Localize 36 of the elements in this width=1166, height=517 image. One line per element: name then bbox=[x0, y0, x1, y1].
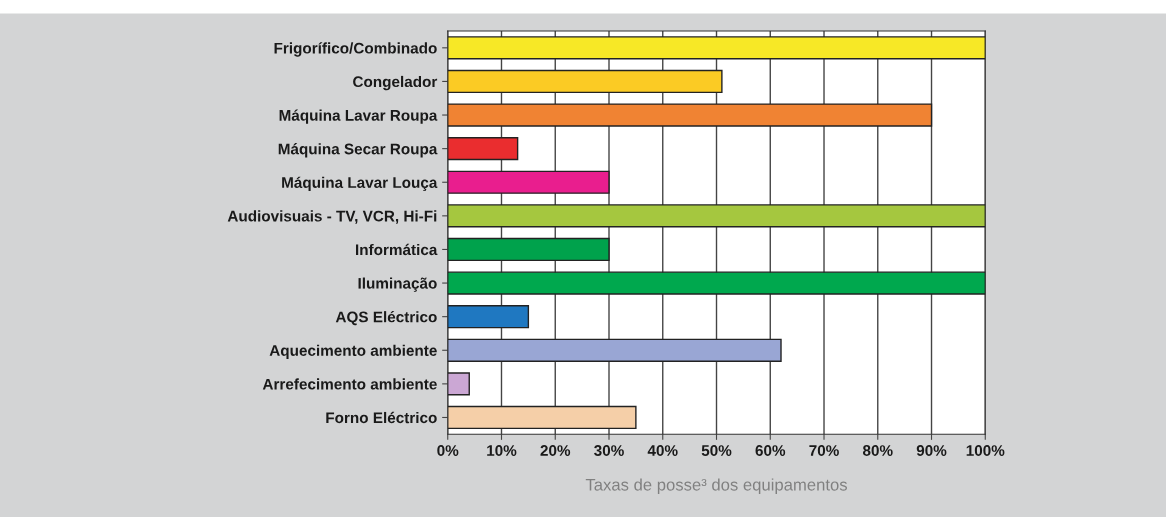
x-tick-label: 40% bbox=[647, 445, 678, 456]
y-tick-label: Máquina Lavar Louça bbox=[282, 176, 438, 192]
x-tick-label: 100% bbox=[966, 445, 1005, 456]
bar bbox=[447, 372, 470, 396]
x-tick-label: 80% bbox=[862, 445, 893, 456]
bar bbox=[447, 69, 723, 94]
bar bbox=[447, 36, 986, 60]
y-tick-label: Máquina Lavar Roupa bbox=[279, 109, 438, 124]
y-tick-label: Informática bbox=[356, 243, 438, 256]
x-tick-label: 10% bbox=[487, 445, 517, 456]
y-tick-label: Congelador bbox=[353, 75, 438, 91]
x-tick-label: 90% bbox=[916, 445, 947, 456]
x-tick-label: 70% bbox=[809, 445, 839, 456]
y-tick-label: Forno Eléctrico bbox=[326, 411, 437, 424]
bar bbox=[447, 237, 610, 262]
x-tick-label: 0% bbox=[437, 445, 459, 456]
bar bbox=[447, 170, 610, 194]
bar bbox=[447, 305, 530, 329]
x-tick-label: 30% bbox=[594, 445, 624, 456]
x-tick-label: 60% bbox=[755, 445, 786, 456]
y-tick-label: AQS Eléctrico bbox=[335, 310, 437, 326]
y-tick-label: Arrefecimento ambiente bbox=[262, 378, 437, 390]
y-tick-label: Frigorífico/Combinado bbox=[274, 42, 437, 57]
bar bbox=[447, 338, 782, 362]
y-tick-label: Iluminação bbox=[358, 277, 437, 292]
bar bbox=[447, 103, 933, 127]
x-tick-label: 20% bbox=[540, 445, 571, 456]
x-axis-title: Taxas de posse³ dos equipamentos bbox=[585, 478, 848, 494]
bar bbox=[447, 405, 637, 430]
y-tick-label: Aquecimento ambiente bbox=[269, 344, 437, 359]
y-tick-label: Audiovisuais - TV, VCR, Hi-Fi bbox=[227, 210, 437, 224]
y-tick-label: Máquina Secar Roupa bbox=[278, 143, 438, 158]
bar bbox=[447, 137, 519, 161]
bar bbox=[447, 271, 986, 295]
x-tick-label: 50% bbox=[701, 445, 732, 456]
bar bbox=[447, 204, 986, 228]
